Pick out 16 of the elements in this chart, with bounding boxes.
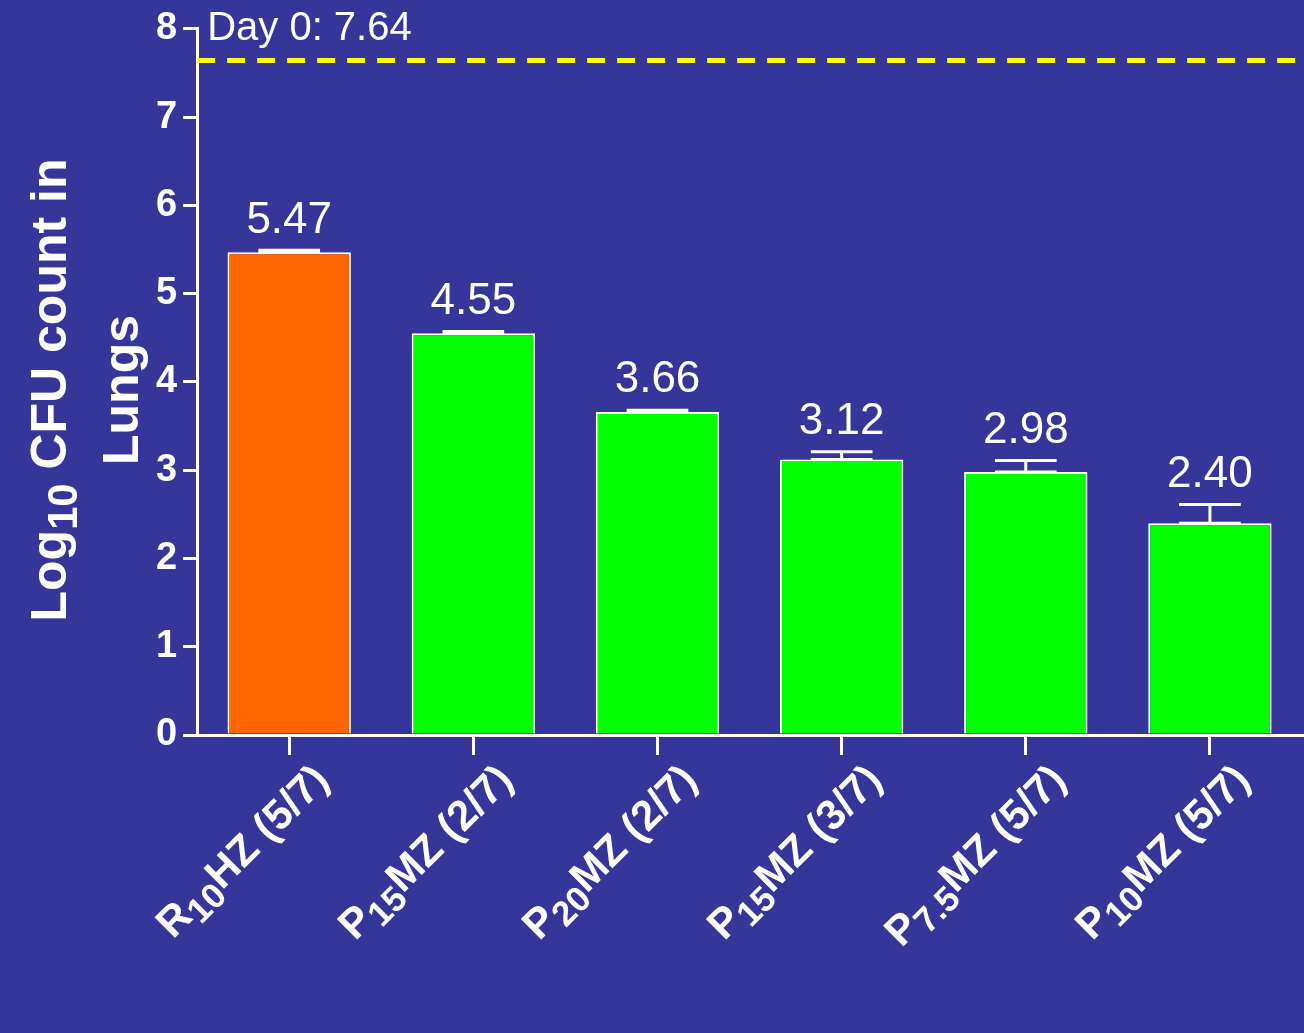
ref-line-label: Day 0: 7.64 <box>207 3 412 48</box>
y-tick-label: 7 <box>155 93 178 136</box>
y-tick-label: 3 <box>155 446 178 489</box>
y-tick-label: 8 <box>155 5 178 48</box>
data-label: 3.12 <box>798 393 885 443</box>
data-label: 5.47 <box>246 192 333 242</box>
data-label: 2.40 <box>1167 446 1253 496</box>
data-label: 3.66 <box>614 352 701 402</box>
y-tick-label: 2 <box>155 534 178 577</box>
data-label: 4.55 <box>430 273 517 323</box>
y-tick-label: 0 <box>155 711 178 754</box>
data-label: 2.98 <box>982 402 1069 452</box>
y-tick-label: 5 <box>155 270 178 313</box>
y-tick-label: 4 <box>155 358 178 401</box>
y-tick-label: 6 <box>155 181 178 224</box>
y-tick-label: 1 <box>155 623 178 666</box>
